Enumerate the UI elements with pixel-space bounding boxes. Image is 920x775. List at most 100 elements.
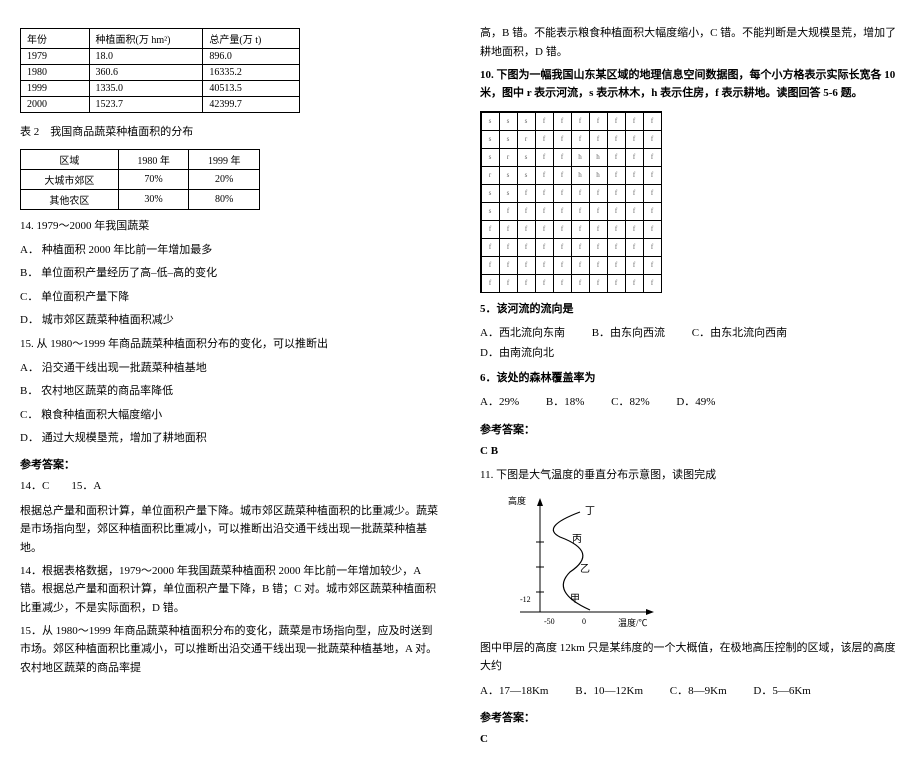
grid-cell: f — [607, 148, 625, 166]
grid-cell: f — [589, 274, 607, 292]
q6-b: B．18% — [546, 393, 585, 413]
t2-h3: 1999 年 — [189, 150, 260, 170]
tick-0: 0 — [582, 617, 586, 626]
grid-cell: f — [553, 202, 571, 220]
grid-cell: f — [643, 274, 661, 292]
q11-d: D．5—6Km — [753, 682, 810, 702]
layer-bing: 丙 — [572, 534, 582, 545]
grid-cell: f — [643, 202, 661, 220]
grid-cell: f — [553, 274, 571, 292]
grid-cell: f — [481, 274, 499, 292]
ans-56: C B — [480, 443, 900, 461]
grid-cell: f — [535, 220, 553, 238]
grid-cell: f — [535, 256, 553, 274]
t1-r3c1: 1523.7 — [89, 97, 203, 113]
grid-cell: f — [643, 220, 661, 238]
grid-cell: f — [607, 238, 625, 256]
q14-d: D． 城市郊区蔬菜种植面积减少 — [20, 312, 440, 330]
grid-cell: f — [571, 274, 589, 292]
grid-cell: f — [517, 202, 535, 220]
grid-cell: f — [553, 238, 571, 256]
grid-diagram: sssfffffffssrfffffffsrsffhhfffrssffhhfff… — [480, 111, 662, 293]
grid-cell: s — [481, 184, 499, 202]
grid-cell: f — [481, 256, 499, 274]
grid-cell: f — [625, 238, 643, 256]
grid-cell: f — [625, 148, 643, 166]
ans-label-11: 参考答案： — [480, 709, 900, 725]
grid-cell: f — [607, 220, 625, 238]
grid-cell: f — [589, 112, 607, 130]
grid-cell: f — [535, 148, 553, 166]
grid-cell: f — [643, 112, 661, 130]
t1-r3c0: 2000 — [21, 97, 90, 113]
grid-cell: f — [553, 184, 571, 202]
ans-label-1415: 参考答案： — [20, 456, 440, 472]
q14-b: B． 单位面积产量经历了高–低–高的变化 — [20, 265, 440, 283]
t1-r2c0: 1999 — [21, 81, 90, 97]
t1-h3: 总产量(万 t) — [203, 29, 300, 49]
grid-cell: s — [499, 166, 517, 184]
ans-11: C — [480, 731, 900, 749]
t1-r2c2: 40513.5 — [203, 81, 300, 97]
grid-cell: f — [643, 184, 661, 202]
q6-c: C．82% — [611, 393, 650, 413]
q11-b: B．10—12Km — [575, 682, 643, 702]
tick-12: -12 — [520, 595, 531, 604]
xaxis-label: 温度/℃ — [618, 617, 648, 628]
grid-cell: f — [517, 238, 535, 256]
grid-cell: s — [481, 202, 499, 220]
grid-cell: f — [625, 166, 643, 184]
grid-cell: h — [589, 148, 607, 166]
exp1: 根据总产量和面积计算，单位面积产量下降。城市郊区蔬菜种植面积的比重减少。蔬菜是市… — [20, 502, 440, 558]
grid-cell: f — [589, 130, 607, 148]
grid-cell: s — [517, 166, 535, 184]
grid-cell: f — [535, 130, 553, 148]
grid-cell: f — [625, 256, 643, 274]
q14-c: C． 单位面积产量下降 — [20, 289, 440, 307]
grid-cell: f — [607, 112, 625, 130]
grid-cell: f — [553, 130, 571, 148]
grid-cell: r — [481, 166, 499, 184]
grid-cell: h — [571, 166, 589, 184]
grid-cell: f — [517, 256, 535, 274]
grid-cell: f — [625, 112, 643, 130]
grid-cell: f — [499, 220, 517, 238]
layer-jia: 甲 — [570, 594, 580, 605]
t1-r0c1: 18.0 — [89, 49, 203, 65]
grid-cell: f — [625, 220, 643, 238]
grid-cell: f — [481, 238, 499, 256]
q15-a: A． 沿交通干线出现一批蔬菜种植基地 — [20, 360, 440, 378]
table2-caption: 表 2 我国商品蔬菜种植面积的分布 — [20, 123, 440, 139]
grid-cell: f — [535, 274, 553, 292]
q5: 5．该河流的流向是 — [480, 301, 900, 319]
q6-d: D．49% — [676, 393, 715, 413]
grid-cell: f — [553, 148, 571, 166]
grid-cell: f — [589, 256, 607, 274]
q10: 10. 下图为一幅我国山东某区域的地理信息空间数据图，每个小方格表示实际长宽各 … — [480, 67, 900, 102]
grid-cell: f — [589, 238, 607, 256]
grid-cell: f — [499, 256, 517, 274]
q15-d: D． 通过大规模垦荒，增加了耕地面积 — [20, 430, 440, 448]
grid-cell: f — [571, 130, 589, 148]
t1-r0c0: 1979 — [21, 49, 90, 65]
q5-c: C．由东北流向西南 — [692, 324, 787, 344]
t2-r1c2: 80% — [189, 190, 260, 210]
q5-d: D．由南流向北 — [480, 344, 554, 364]
grid-cell: f — [643, 256, 661, 274]
layer-ding: 丁 — [585, 506, 595, 517]
grid-cell: f — [535, 112, 553, 130]
t1-r1c0: 1980 — [21, 65, 90, 81]
q6-options: A．29% B．18% C．82% D．49% — [480, 393, 900, 413]
grid-cell: f — [535, 238, 553, 256]
q6-a: A．29% — [480, 393, 519, 413]
grid-cell: f — [571, 220, 589, 238]
table-2: 区域 1980 年 1999 年 大城市郊区 70% 20% 其他农区 30% … — [20, 149, 260, 210]
ans-label-56: 参考答案： — [480, 421, 900, 437]
q5-b: B．由东向西流 — [592, 324, 665, 344]
grid-cell: s — [517, 112, 535, 130]
grid-cell: s — [499, 112, 517, 130]
t2-r1c1: 30% — [118, 190, 189, 210]
grid-cell: f — [553, 166, 571, 184]
grid-cell: r — [517, 130, 535, 148]
t2-r0c2: 20% — [189, 170, 260, 190]
